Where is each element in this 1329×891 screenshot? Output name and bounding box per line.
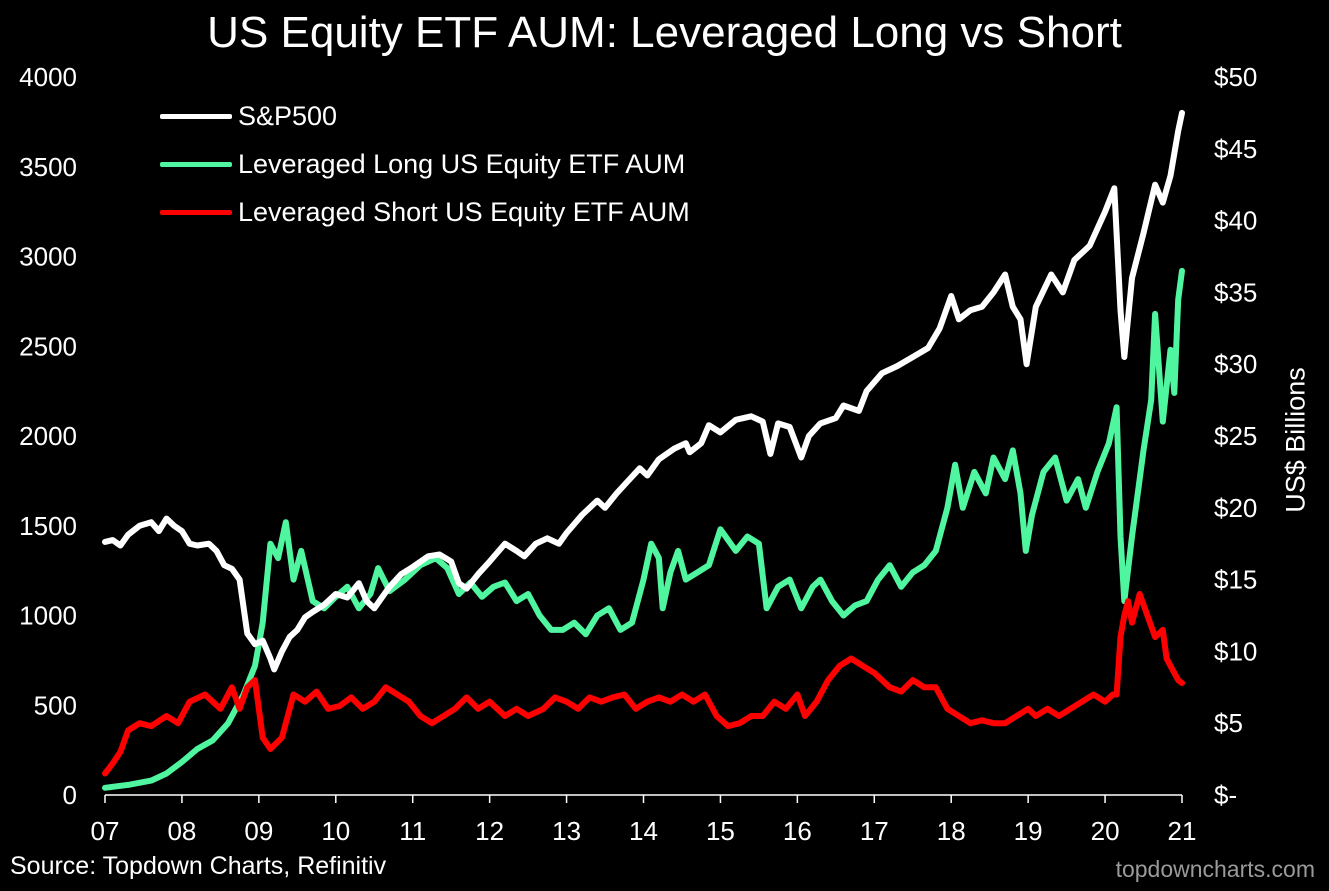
legend-label-leveraged-long: Leveraged Long US Equity ETF AUM: [238, 148, 686, 179]
right-axis-ticks: $- $5 $10 $15 $20 $25 $30 $35 $40 $45 $50: [1214, 62, 1257, 810]
x-tick-label: 17: [860, 816, 889, 846]
legend-item-leveraged-long: Leveraged Long US Equity ETF AUM: [160, 140, 690, 188]
legend-label-leveraged-short: Leveraged Short US Equity ETF AUM: [238, 196, 690, 227]
left-tick-label: 1000: [19, 601, 77, 631]
right-tick-label: $30: [1214, 349, 1257, 379]
x-tick-label: 12: [475, 816, 504, 846]
left-tick-label: 4000: [19, 62, 77, 92]
x-axis-ticks: 07 08 09 10 11 12 13 14 15 16 17 18 19 20 21: [91, 795, 1197, 846]
right-tick-label: $10: [1214, 636, 1257, 666]
legend-item-sp500: S&P500: [160, 92, 690, 140]
series-line-sp500: [102, 109, 1185, 673]
x-tick-label: 14: [629, 816, 658, 846]
left-axis-ticks: 0 500 1000 1500 2000 2500 3000 3500 4000: [19, 62, 77, 810]
x-tick-label: 11: [399, 816, 426, 846]
x-tick-label: 21: [1168, 816, 1197, 846]
legend: S&P500 Leveraged Long US Equity ETF AUM …: [160, 92, 690, 236]
right-axis-label: US$ Billions: [1280, 367, 1311, 513]
right-tick-label: $25: [1214, 421, 1257, 451]
x-tick-label: 07: [91, 816, 120, 846]
x-tick-label: 19: [1014, 816, 1043, 846]
left-tick-label: 3000: [19, 242, 77, 272]
legend-swatch-sp500: [160, 113, 232, 119]
x-tick-label: 13: [552, 816, 581, 846]
right-tick-label: $45: [1214, 134, 1257, 164]
right-tick-label: $40: [1214, 206, 1257, 236]
x-tick-label: 16: [783, 816, 812, 846]
source-note: Source: Topdown Charts, Refinitiv: [10, 852, 387, 880]
series-line-leveraged-long: [102, 267, 1185, 791]
right-tick-label: $-: [1214, 780, 1237, 810]
left-tick-label: 3500: [19, 152, 77, 182]
right-tick-label: $15: [1214, 565, 1257, 595]
legend-label-sp500: S&P500: [238, 100, 338, 131]
chart-title: US Equity ETF AUM: Leveraged Long vs Sho…: [207, 8, 1122, 57]
watermark: topdowncharts.com: [1115, 856, 1315, 882]
x-tick-label: 09: [244, 816, 273, 846]
legend-swatch-leveraged-long: [160, 161, 232, 167]
left-tick-label: 0: [63, 780, 77, 810]
x-tick-label: 18: [937, 816, 966, 846]
x-tick-label: 10: [321, 816, 350, 846]
right-tick-label: $35: [1214, 277, 1257, 307]
series-line-leveraged-short: [102, 591, 1185, 777]
left-tick-label: 500: [34, 690, 77, 720]
x-tick-label: 20: [1091, 816, 1120, 846]
left-tick-label: 2500: [19, 331, 77, 361]
legend-item-leveraged-short: Leveraged Short US Equity ETF AUM: [160, 188, 690, 236]
right-tick-label: $5: [1214, 708, 1243, 738]
left-tick-label: 1500: [19, 511, 77, 541]
x-tick-label: 15: [706, 816, 735, 846]
legend-swatch-leveraged-short: [160, 209, 232, 215]
right-tick-label: $20: [1214, 493, 1257, 523]
left-tick-label: 2000: [19, 421, 77, 451]
series-layer: [102, 109, 1185, 791]
right-tick-label: $50: [1214, 62, 1257, 92]
x-tick-label: 08: [167, 816, 196, 846]
